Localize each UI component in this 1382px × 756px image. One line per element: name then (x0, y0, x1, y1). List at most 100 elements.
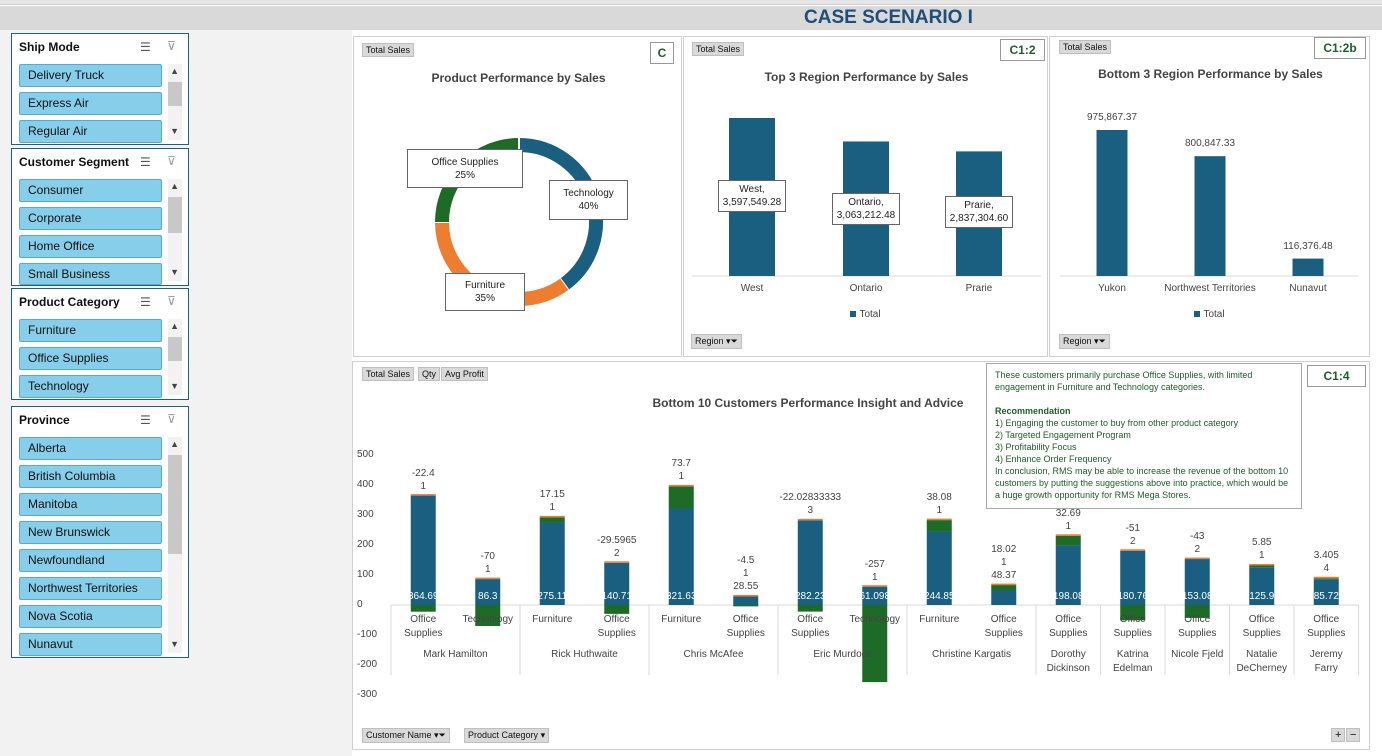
multi-select-icon[interactable]: ☰ (140, 295, 151, 309)
category-label: Office Supplies (1242, 614, 1281, 639)
slicer-scrollbar[interactable] (168, 64, 182, 140)
slicer-scrollbar[interactable] (168, 179, 182, 281)
slicer-item[interactable]: Express Air (19, 92, 162, 115)
data-label-technology: Technology 40% (549, 180, 628, 220)
product-category-filter-button[interactable]: Product Category ▾ (464, 728, 550, 743)
clear-filter-icon[interactable]: ⊽ (167, 412, 176, 426)
scroll-down-icon[interactable]: ▼ (170, 639, 179, 649)
sales-label: 282.23 (794, 591, 826, 602)
filter-icon: ▾⏷ (434, 730, 446, 740)
slicer-scrollbar[interactable] (168, 319, 182, 395)
scroll-up-icon[interactable]: ▲ (170, 181, 179, 191)
slicer-item[interactable]: Office Supplies (19, 347, 162, 370)
clear-filter-icon[interactable]: ⊽ (167, 154, 176, 168)
bar-qty (1120, 549, 1146, 551)
slicer-header: Province (12, 407, 188, 433)
slicer-item[interactable]: Northwest Territories (19, 577, 162, 600)
profit-label: 32.69 (1055, 507, 1081, 519)
expand-button[interactable]: + (1331, 728, 1346, 742)
customer-name-filter-button[interactable]: Customer Name ▾⏷ (362, 728, 450, 743)
slicer-item[interactable]: Delivery Truck (19, 64, 162, 87)
x-tick-label: Northwest Territories (1164, 283, 1256, 294)
total-sales-field-button[interactable]: Total Sales (692, 42, 745, 56)
top-3-region-panel: Total Sales C1:2 Top 3 Region Performanc… (683, 36, 1048, 357)
x-tick-label: Prarie (965, 283, 993, 294)
bar-profit (1249, 565, 1275, 568)
bar-qty (1184, 557, 1210, 560)
slice-percent: 35% (474, 293, 495, 304)
x-tick-label: Yukon (1098, 283, 1126, 294)
scrollbar-thumb[interactable] (168, 337, 182, 361)
bar-qty (475, 577, 501, 580)
avg-profit-field-button[interactable]: Avg Profit (441, 367, 488, 381)
bar-qty (862, 585, 888, 587)
total-sales-field-button[interactable]: Total Sales (362, 43, 415, 57)
bar-qty (604, 561, 630, 563)
ship-mode-slicer: Ship Mode ☰ ⊽ Delivery Truck Express Air Regu… (11, 33, 189, 145)
slicer-item[interactable]: New Brunswick (19, 521, 162, 544)
title-bar (0, 6, 1382, 30)
slicer-item[interactable]: Home Office (19, 235, 162, 258)
scroll-down-icon[interactable]: ▼ (170, 126, 179, 136)
qty-field-button[interactable]: Qty (418, 367, 441, 381)
category-label: Technology (462, 614, 514, 625)
slicer-item[interactable]: Alberta (19, 437, 162, 460)
total-sales-field-button[interactable]: Total Sales (1059, 40, 1112, 54)
bar-qty (1249, 563, 1275, 566)
data-label: 116,376.48 (1283, 240, 1333, 252)
region-filter-button[interactable]: Region ▾⏷ (1059, 334, 1110, 349)
slicer-item[interactable]: Manitoba (19, 493, 162, 516)
bar-sales (475, 579, 501, 605)
slicer-item[interactable]: Consumer (19, 179, 162, 202)
category-label: Office Supplies (1049, 614, 1088, 639)
scroll-up-icon[interactable]: ▲ (170, 439, 179, 449)
scrollbar-thumb[interactable] (168, 455, 182, 554)
total-sales-field-button[interactable]: Total Sales (362, 367, 415, 381)
bar-northwest-territories (1194, 156, 1226, 276)
slicer-item[interactable]: Nunavut (19, 633, 162, 656)
bar-qty (410, 494, 436, 496)
scroll-down-icon[interactable]: ▼ (170, 381, 179, 391)
bar-profit (926, 520, 952, 532)
bar-sales (668, 508, 694, 605)
slice-name: Furniture (464, 280, 505, 291)
scroll-up-icon[interactable]: ▲ (170, 321, 179, 331)
scroll-up-icon[interactable]: ▲ (170, 66, 179, 76)
category-label: Technology (849, 614, 901, 625)
clear-filter-icon[interactable]: ⊽ (167, 294, 176, 308)
x-tick-label: Ontario (849, 283, 883, 294)
slice-percent: 40% (578, 201, 599, 212)
multi-select-icon[interactable]: ☰ (140, 413, 151, 427)
slicer-item[interactable]: British Columbia (19, 465, 162, 488)
data-label-office-supplies: Office Supplies 25% (407, 149, 523, 188)
y-tick-label: 500 (357, 449, 374, 460)
slicer-item[interactable]: Technology (19, 375, 162, 398)
slicer-item[interactable]: Furniture (19, 319, 162, 342)
legend-label: Total (1203, 309, 1225, 320)
bar-sales (539, 522, 565, 605)
cell-reference: C (650, 42, 674, 64)
bar-profit (668, 486, 694, 509)
clear-filter-icon[interactable]: ⊽ (167, 39, 176, 53)
bar-profit (862, 605, 888, 683)
bar-sales (1184, 559, 1210, 605)
qty-label: 2 (1194, 544, 1201, 556)
multi-select-icon[interactable]: ☰ (140, 40, 151, 54)
slicer-item[interactable]: Corporate (19, 207, 162, 230)
slicer-scrollbar[interactable] (168, 437, 182, 653)
slicer-item[interactable]: Newfoundland (19, 549, 162, 572)
sales-label: 321.63 (665, 591, 697, 602)
scroll-down-icon[interactable]: ▼ (170, 267, 179, 277)
slicer-title: Ship Mode (19, 40, 80, 54)
slicer-item[interactable]: Small Business (19, 263, 162, 285)
collapse-button[interactable]: − (1346, 728, 1361, 742)
slicer-item[interactable]: Regular Air (19, 120, 162, 143)
qty-label: 1 (1065, 520, 1072, 532)
scrollbar-thumb[interactable] (168, 82, 182, 106)
scrollbar-thumb[interactable] (168, 197, 182, 234)
multi-select-icon[interactable]: ☰ (140, 155, 151, 169)
dropdown-icon: ▾ (540, 730, 546, 740)
sales-label: 275.11 (537, 591, 568, 602)
region-filter-button[interactable]: Region ▾⏷ (691, 334, 742, 349)
slicer-item[interactable]: Nova Scotia (19, 605, 162, 628)
